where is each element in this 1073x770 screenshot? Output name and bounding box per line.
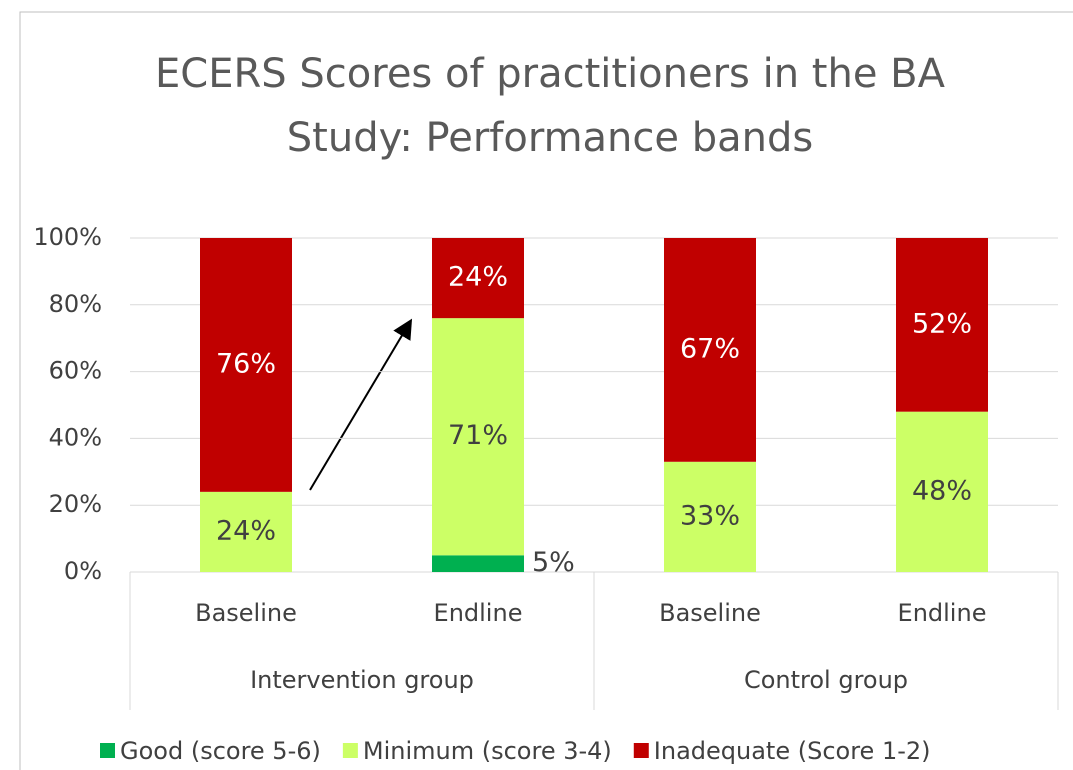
- chart-border: [19, 11, 1073, 770]
- data-label: 76%: [216, 348, 276, 379]
- group-label: Control group: [744, 666, 908, 694]
- y-tick-label: 20%: [49, 490, 102, 518]
- bar-segment: [432, 238, 524, 319]
- legend-label: Inadequate (Score 1-2): [654, 737, 931, 765]
- data-label: 33%: [680, 500, 740, 531]
- legend-label: Good (score 5-6): [120, 737, 321, 765]
- data-label: 71%: [448, 420, 508, 451]
- x-tick-label: Endline: [898, 599, 987, 627]
- bar-segment: [200, 238, 292, 492]
- x-tick-label: Baseline: [659, 599, 761, 627]
- bar-segment: [896, 411, 988, 572]
- chart-title: ECERS Scores of practitioners in the BA …: [155, 51, 945, 161]
- data-label: 5%: [532, 547, 575, 578]
- group-label: Intervention group: [250, 666, 474, 694]
- bar-segment: [896, 238, 988, 412]
- data-label: 24%: [216, 515, 276, 546]
- data-label: 48%: [912, 475, 972, 506]
- y-tick-label: 100%: [33, 223, 102, 251]
- y-tick-label: 0%: [64, 557, 102, 585]
- legend-swatch: [100, 743, 115, 758]
- x-tick-label: Endline: [434, 599, 523, 627]
- bar-segment: [200, 491, 292, 572]
- data-label: 52%: [912, 308, 972, 339]
- data-label: 67%: [680, 333, 740, 364]
- data-label: 24%: [448, 262, 508, 293]
- legend-swatch: [342, 743, 358, 758]
- arrow: [309, 318, 413, 491]
- bar-segment: [664, 461, 756, 572]
- bar-segment: [432, 555, 524, 572]
- y-tick-label: 60%: [49, 357, 102, 385]
- legend-label: Minimum (score 3-4): [363, 737, 612, 765]
- y-tick-label: 40%: [49, 423, 102, 451]
- bar-segment: [432, 318, 524, 556]
- legend-swatch: [633, 743, 649, 758]
- bar-segment: [664, 238, 756, 462]
- x-tick-label: Baseline: [195, 599, 297, 627]
- y-tick-label: 80%: [49, 290, 102, 318]
